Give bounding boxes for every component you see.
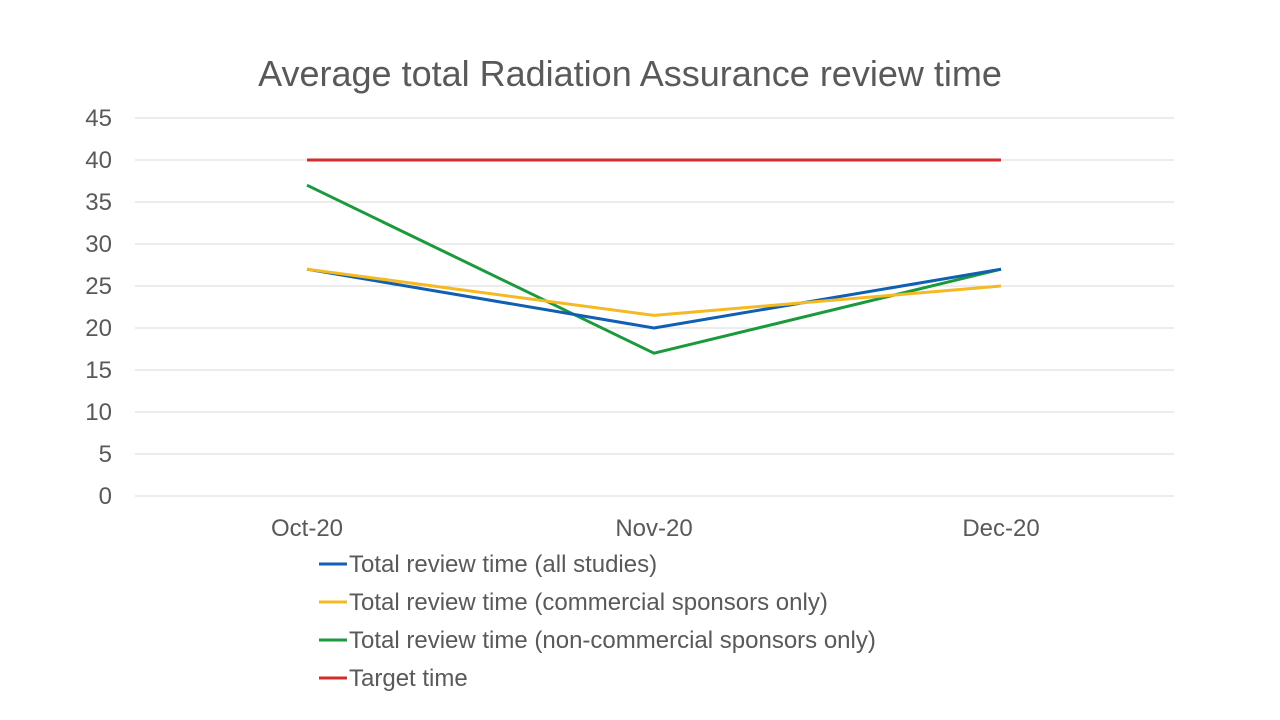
- legend-label: Target time: [349, 665, 468, 692]
- y-tick-label: 20: [85, 315, 112, 342]
- y-tick-label: 15: [85, 357, 112, 384]
- legend-item: Total review time (commercial sponsors o…: [319, 589, 828, 616]
- x-tick-label: Oct-20: [271, 515, 343, 542]
- y-tick-label: 10: [85, 399, 112, 426]
- series-line-2: [306, 267, 1002, 317]
- x-axis-tick-labels: Oct-20 Nov-20 Dec-20: [271, 515, 1040, 542]
- legend-item: Target time: [319, 665, 468, 692]
- legend-label: Total review time (commercial sponsors o…: [349, 589, 828, 616]
- legend-label: Total review time (all studies): [349, 551, 657, 578]
- y-tick-label: 35: [85, 189, 112, 216]
- legend: Total review time (all studies) Total rev…: [319, 551, 876, 692]
- x-tick-label: Nov-20: [615, 515, 692, 542]
- gridlines: [135, 117, 1174, 497]
- legend-item: Total review time (all studies): [319, 551, 657, 578]
- series-lines: [306, 158, 1002, 355]
- chart-title: Average total Radiation Assurance review…: [258, 53, 1002, 94]
- x-tick-label: Dec-20: [962, 515, 1039, 542]
- y-tick-label: 30: [85, 231, 112, 258]
- series-line-1: [306, 267, 1002, 330]
- y-tick-label: 5: [99, 441, 112, 468]
- y-tick-label: 0: [99, 483, 112, 510]
- y-axis-tick-labels: 0 5 10 15 20 25 30 35 40 45: [85, 105, 112, 510]
- y-tick-label: 45: [85, 105, 112, 132]
- legend-label: Total review time (non-commercial sponso…: [349, 627, 876, 654]
- y-tick-label: 40: [85, 147, 112, 174]
- legend-item: Total review time (non-commercial sponso…: [319, 627, 876, 654]
- y-tick-label: 25: [85, 273, 112, 300]
